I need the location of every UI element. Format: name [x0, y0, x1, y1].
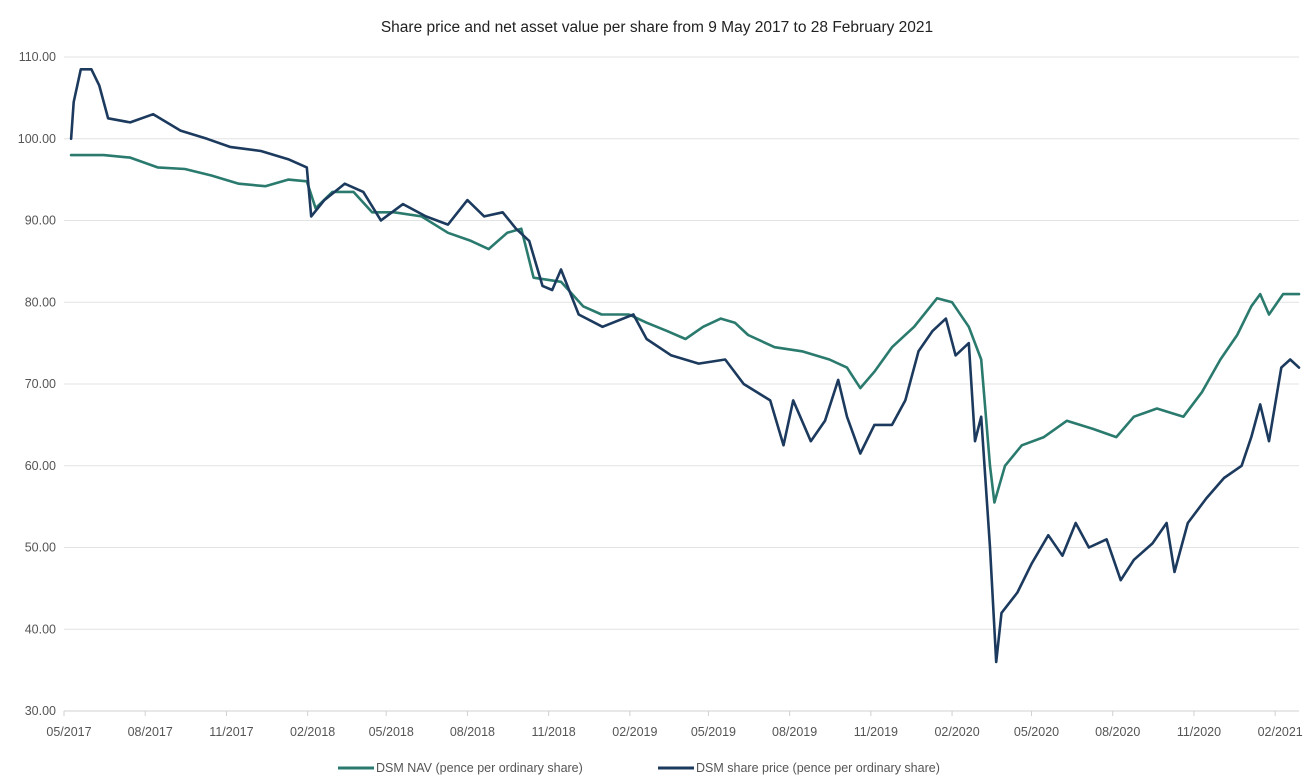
x-tick-label: 11/2019 [854, 725, 898, 739]
y-tick-label: 50.00 [25, 541, 56, 555]
legend-label: DSM NAV (pence per ordinary share) [376, 761, 583, 775]
nav-series-line [69, 153, 1301, 504]
chart-title: Share price and net asset value per shar… [381, 19, 933, 36]
y-tick-label: 100.00 [18, 132, 56, 146]
x-axis-tick-labels: 05/2017 08/2017 11/2017 02/2018 05/2018 08/20… [46, 711, 1303, 739]
y-tick-label: 40.00 [25, 622, 56, 636]
y-tick-label: 90.00 [25, 214, 56, 228]
x-tick-label: 02/2019 [612, 725, 657, 739]
x-tick-label: 08/2020 [1095, 725, 1140, 739]
x-tick-label: 05/2017 [46, 725, 91, 739]
x-tick-label: 11/2018 [532, 725, 576, 739]
y-tick-label: 110.00 [19, 50, 56, 64]
x-tick-label: 08/2017 [128, 725, 173, 739]
y-tick-label: 60.00 [25, 459, 56, 473]
x-tick-label: 02/2018 [290, 725, 335, 739]
x-tick-label: 05/2018 [369, 725, 414, 739]
x-tick-label: 02/2020 [934, 725, 979, 739]
legend-label: DSM share price (pence per ordinary shar… [696, 761, 940, 775]
gridlines [64, 56, 1299, 712]
y-tick-label: 70.00 [25, 377, 56, 391]
x-tick-label: 11/2020 [1177, 725, 1221, 739]
x-tick-label: 05/2020 [1014, 725, 1059, 739]
x-tick-label: 02/2021 [1258, 725, 1303, 739]
x-tick-label: 08/2019 [772, 725, 817, 739]
x-tick-label: 08/2018 [450, 725, 495, 739]
y-tick-label: 30.00 [25, 704, 56, 718]
x-tick-label: 05/2019 [691, 725, 736, 739]
y-tick-label: 80.00 [25, 295, 56, 309]
y-axis-tick-labels: 30.00 40.00 50.00 60.00 70.00 80.00 90.00 100.0… [18, 50, 56, 718]
x-tick-label: 11/2017 [209, 725, 253, 739]
share-price-series-line [69, 68, 1301, 664]
legend: DSM NAV (pence per ordinary share) DSM sh… [338, 761, 940, 775]
series-lines [69, 68, 1301, 664]
